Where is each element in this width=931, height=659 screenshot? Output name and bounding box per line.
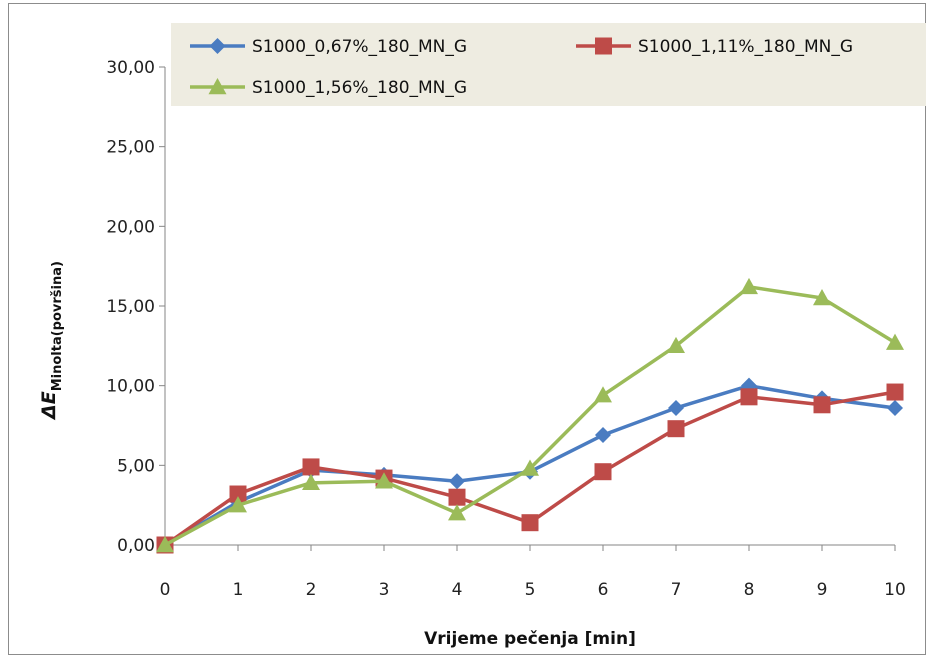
y-tick-label: 15,00 — [106, 297, 155, 317]
legend-marker-3 — [208, 78, 227, 95]
data-point — [521, 459, 539, 476]
legend-label-1: S1000_0,67%_180_MN_G — [252, 37, 467, 57]
data-point — [375, 472, 393, 489]
x-tick-labels: 0 1 2 3 4 5 6 7 8 9 10 — [160, 545, 906, 600]
data-point — [594, 386, 612, 403]
x-tick-label: 0 — [160, 580, 171, 600]
data-point — [156, 536, 174, 553]
data-point — [740, 277, 758, 295]
data-point — [448, 488, 466, 506]
series-3 — [156, 277, 904, 553]
data-point — [229, 496, 247, 513]
data-point — [667, 420, 685, 438]
y-axis-title-sub: Minolta(površina) — [50, 261, 65, 391]
data-point — [521, 514, 539, 532]
series-line-3 — [164, 285, 896, 547]
data-point — [886, 333, 904, 350]
y-tick-label: 10,00 — [106, 377, 155, 397]
data-point — [813, 289, 831, 306]
data-point — [302, 473, 320, 491]
data-point — [667, 336, 685, 354]
data-point — [449, 473, 465, 490]
legend-marker-1 — [209, 38, 226, 54]
legend-label-2: S1000_1,11%_180_MN_G — [638, 37, 853, 57]
data-point — [595, 427, 611, 444]
y-tick-label: 5,00 — [117, 456, 155, 476]
y-tick-label: 30,00 — [106, 58, 155, 78]
x-tick-label: 10 — [884, 580, 906, 600]
y-tick-label: 0,00 — [117, 536, 155, 556]
data-point — [887, 399, 903, 416]
legend-label-3: S1000_1,56%_180_MN_G — [252, 78, 467, 98]
y-tick-labels: 0,00 5,00 10,00 15,00 20,00 25,00 30,00 — [106, 58, 165, 556]
x-tick-label: 4 — [452, 580, 463, 600]
legend-marker-2 — [595, 37, 612, 55]
data-point — [302, 458, 320, 476]
x-tick-label: 3 — [379, 580, 390, 600]
data-point — [229, 485, 247, 503]
series-lines — [156, 277, 904, 554]
x-tick-label: 9 — [817, 580, 828, 600]
x-tick-label: 6 — [598, 580, 609, 600]
data-point — [448, 504, 466, 521]
series-2 — [156, 383, 904, 554]
x-tick-label: 5 — [525, 580, 536, 600]
x-tick-label: 8 — [744, 580, 755, 600]
data-point — [740, 388, 758, 406]
legend: S1000_0,67%_180_MN_G S1000_1,11%_180_MN_G… — [171, 23, 926, 106]
x-tick-label: 2 — [306, 580, 317, 600]
y-tick-label: 20,00 — [106, 217, 155, 237]
data-point — [886, 383, 904, 401]
legend-background — [171, 23, 926, 106]
x-axis-title: Vrijeme pečenja [min] — [424, 629, 636, 649]
data-point — [594, 463, 612, 481]
data-point — [813, 396, 831, 414]
x-tick-label: 7 — [671, 580, 682, 600]
y-tick-label: 25,00 — [106, 138, 155, 158]
y-axis-title-main: ΔE — [38, 391, 60, 421]
y-axis-title: ΔEMinolta(površina) — [38, 261, 65, 421]
data-point — [668, 399, 684, 416]
x-tick-label: 1 — [233, 580, 244, 600]
